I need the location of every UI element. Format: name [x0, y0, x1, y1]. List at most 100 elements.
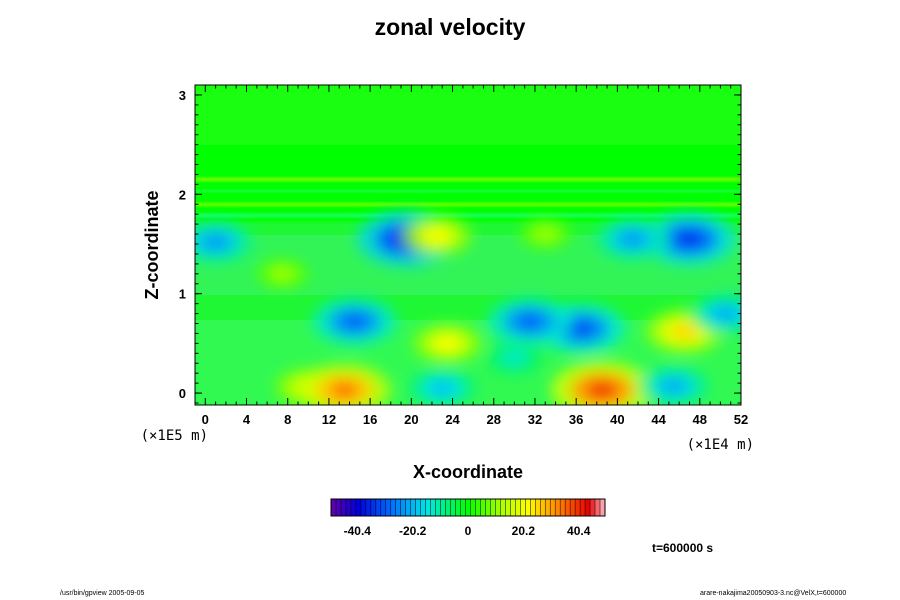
colorbar-segment	[465, 499, 471, 516]
colorbar-segment	[331, 499, 337, 516]
colorbar-tick-label: 20.2	[512, 524, 536, 538]
colorbar-segment	[475, 499, 481, 516]
footer-right: arare-nakajima20050903-3.nc@VelX,t=60000…	[700, 590, 847, 597]
colorbar: -40.4 -20.2 0 20.2 40.4	[330, 498, 606, 538]
colorbar-segment	[350, 499, 357, 516]
colorbar-tick-label: 0	[465, 524, 472, 538]
y-axis-title: Z-coordinate	[142, 190, 162, 299]
upper-band	[195, 85, 741, 145]
colorbar-segment	[365, 499, 372, 516]
colorbar-segment	[480, 499, 486, 516]
heatmap-feature-core	[585, 381, 618, 400]
colorbar-segment	[335, 499, 342, 516]
colorbar-segment	[520, 499, 526, 516]
y-axis: 0 1 2 3	[179, 88, 741, 404]
colorbar-segment	[585, 499, 591, 516]
heatmap-feature-core	[274, 269, 291, 279]
heatmap-feature-core	[672, 324, 697, 339]
colorbar-segment	[395, 499, 402, 516]
x-tick-label: 20	[404, 412, 418, 427]
y-tick-label: 3	[179, 88, 186, 103]
colorbar-segment	[595, 499, 601, 516]
x-tick-label: 32	[528, 412, 542, 427]
colorbar-segment	[555, 499, 561, 516]
x-tick-label: 24	[445, 412, 460, 427]
heatmap-feature-core	[426, 229, 449, 243]
x-axis-title: X-coordinate	[413, 462, 523, 482]
colorbar-segment	[420, 499, 427, 516]
colorbar-segment	[545, 499, 551, 516]
x-tick-label: 52	[734, 412, 748, 427]
layer-band	[195, 203, 741, 206]
colorbar-segment	[580, 499, 586, 516]
colorbar-segment	[360, 499, 367, 516]
heatmap-feature-core	[341, 314, 368, 330]
plot-frame	[194, 84, 742, 406]
heatmap-feature-core	[536, 229, 554, 239]
colorbar-segment	[550, 499, 556, 516]
colorbar-segment	[560, 499, 566, 516]
colorbar-segment	[390, 499, 397, 516]
footer-left: /usr/bin/gpview 2005-09-05	[60, 590, 145, 597]
colorbar-segment	[510, 499, 516, 516]
heatmap-feature-core	[204, 235, 228, 249]
y-tick-label: 0	[179, 386, 186, 401]
colorbar-segment	[340, 499, 347, 516]
colorbar-segment	[345, 499, 352, 516]
colorbar-segment	[410, 499, 417, 516]
heatmap-feature-core	[662, 379, 686, 393]
heatmap-feature-core	[621, 232, 645, 246]
colorbar-segment	[460, 499, 466, 516]
heatmap-feature-core	[674, 230, 705, 248]
heatmap-feature-core	[567, 320, 596, 337]
x-tick-label: 44	[651, 412, 666, 427]
colorbar-segment	[600, 499, 606, 516]
chart-title: zonal velocity	[374, 14, 526, 40]
colorbar-segment	[540, 499, 546, 516]
heatmap-feature-core	[329, 381, 360, 399]
colorbar-segment	[405, 499, 412, 516]
x-tick-label: 0	[202, 412, 209, 427]
x-axis: 0 4 8 12 16 20 24 28 32 36 40 44 48 52	[202, 85, 748, 427]
layer-band	[195, 190, 741, 192]
colorbar-segment	[355, 499, 362, 516]
colorbar-segment	[400, 499, 407, 516]
colorbar-tick-label: -40.4	[344, 524, 372, 538]
colorbar-segment	[525, 499, 531, 516]
heatmap-feature-core	[431, 382, 453, 395]
layer-band	[195, 178, 741, 181]
colorbar-segment	[535, 499, 541, 516]
x-tick-label: 40	[610, 412, 624, 427]
colorbar-segment	[370, 499, 377, 516]
x-tick-label: 12	[322, 412, 336, 427]
heatmap-feature-core	[505, 353, 524, 364]
colorbar-segment	[530, 499, 536, 516]
colorbar-tick-label: 40.4	[567, 524, 591, 538]
colorbar-segment	[445, 499, 451, 516]
colorbar-segment	[515, 499, 521, 516]
colorbar-segment	[380, 499, 387, 516]
colorbar-segment	[425, 499, 432, 516]
colorbar-frame	[330, 498, 606, 517]
colorbar-segment	[565, 499, 571, 516]
colorbar-segment	[385, 499, 392, 516]
colorbar-segment	[575, 499, 581, 516]
colorbar-segment	[455, 499, 461, 516]
colorbar-segment	[490, 499, 496, 516]
colorbar-segment	[375, 499, 382, 516]
colorbar-segment	[440, 499, 446, 516]
heatmap-feature-core	[516, 314, 544, 330]
colorbar-segment	[495, 499, 501, 516]
x-tick-label: 36	[569, 412, 583, 427]
x-axis-unit: (×1E4 m)	[687, 437, 754, 453]
y-tick-label: 2	[179, 187, 186, 202]
colorbar-segment	[470, 499, 476, 516]
time-label: t=600000 s	[652, 541, 714, 555]
x-tick-label: 8	[284, 412, 291, 427]
colorbar-segment	[435, 499, 441, 516]
y-tick-label: 1	[179, 287, 186, 302]
colorbar-segment	[485, 499, 491, 516]
colorbar-segment	[500, 499, 506, 516]
colorbar-segment	[570, 499, 576, 516]
